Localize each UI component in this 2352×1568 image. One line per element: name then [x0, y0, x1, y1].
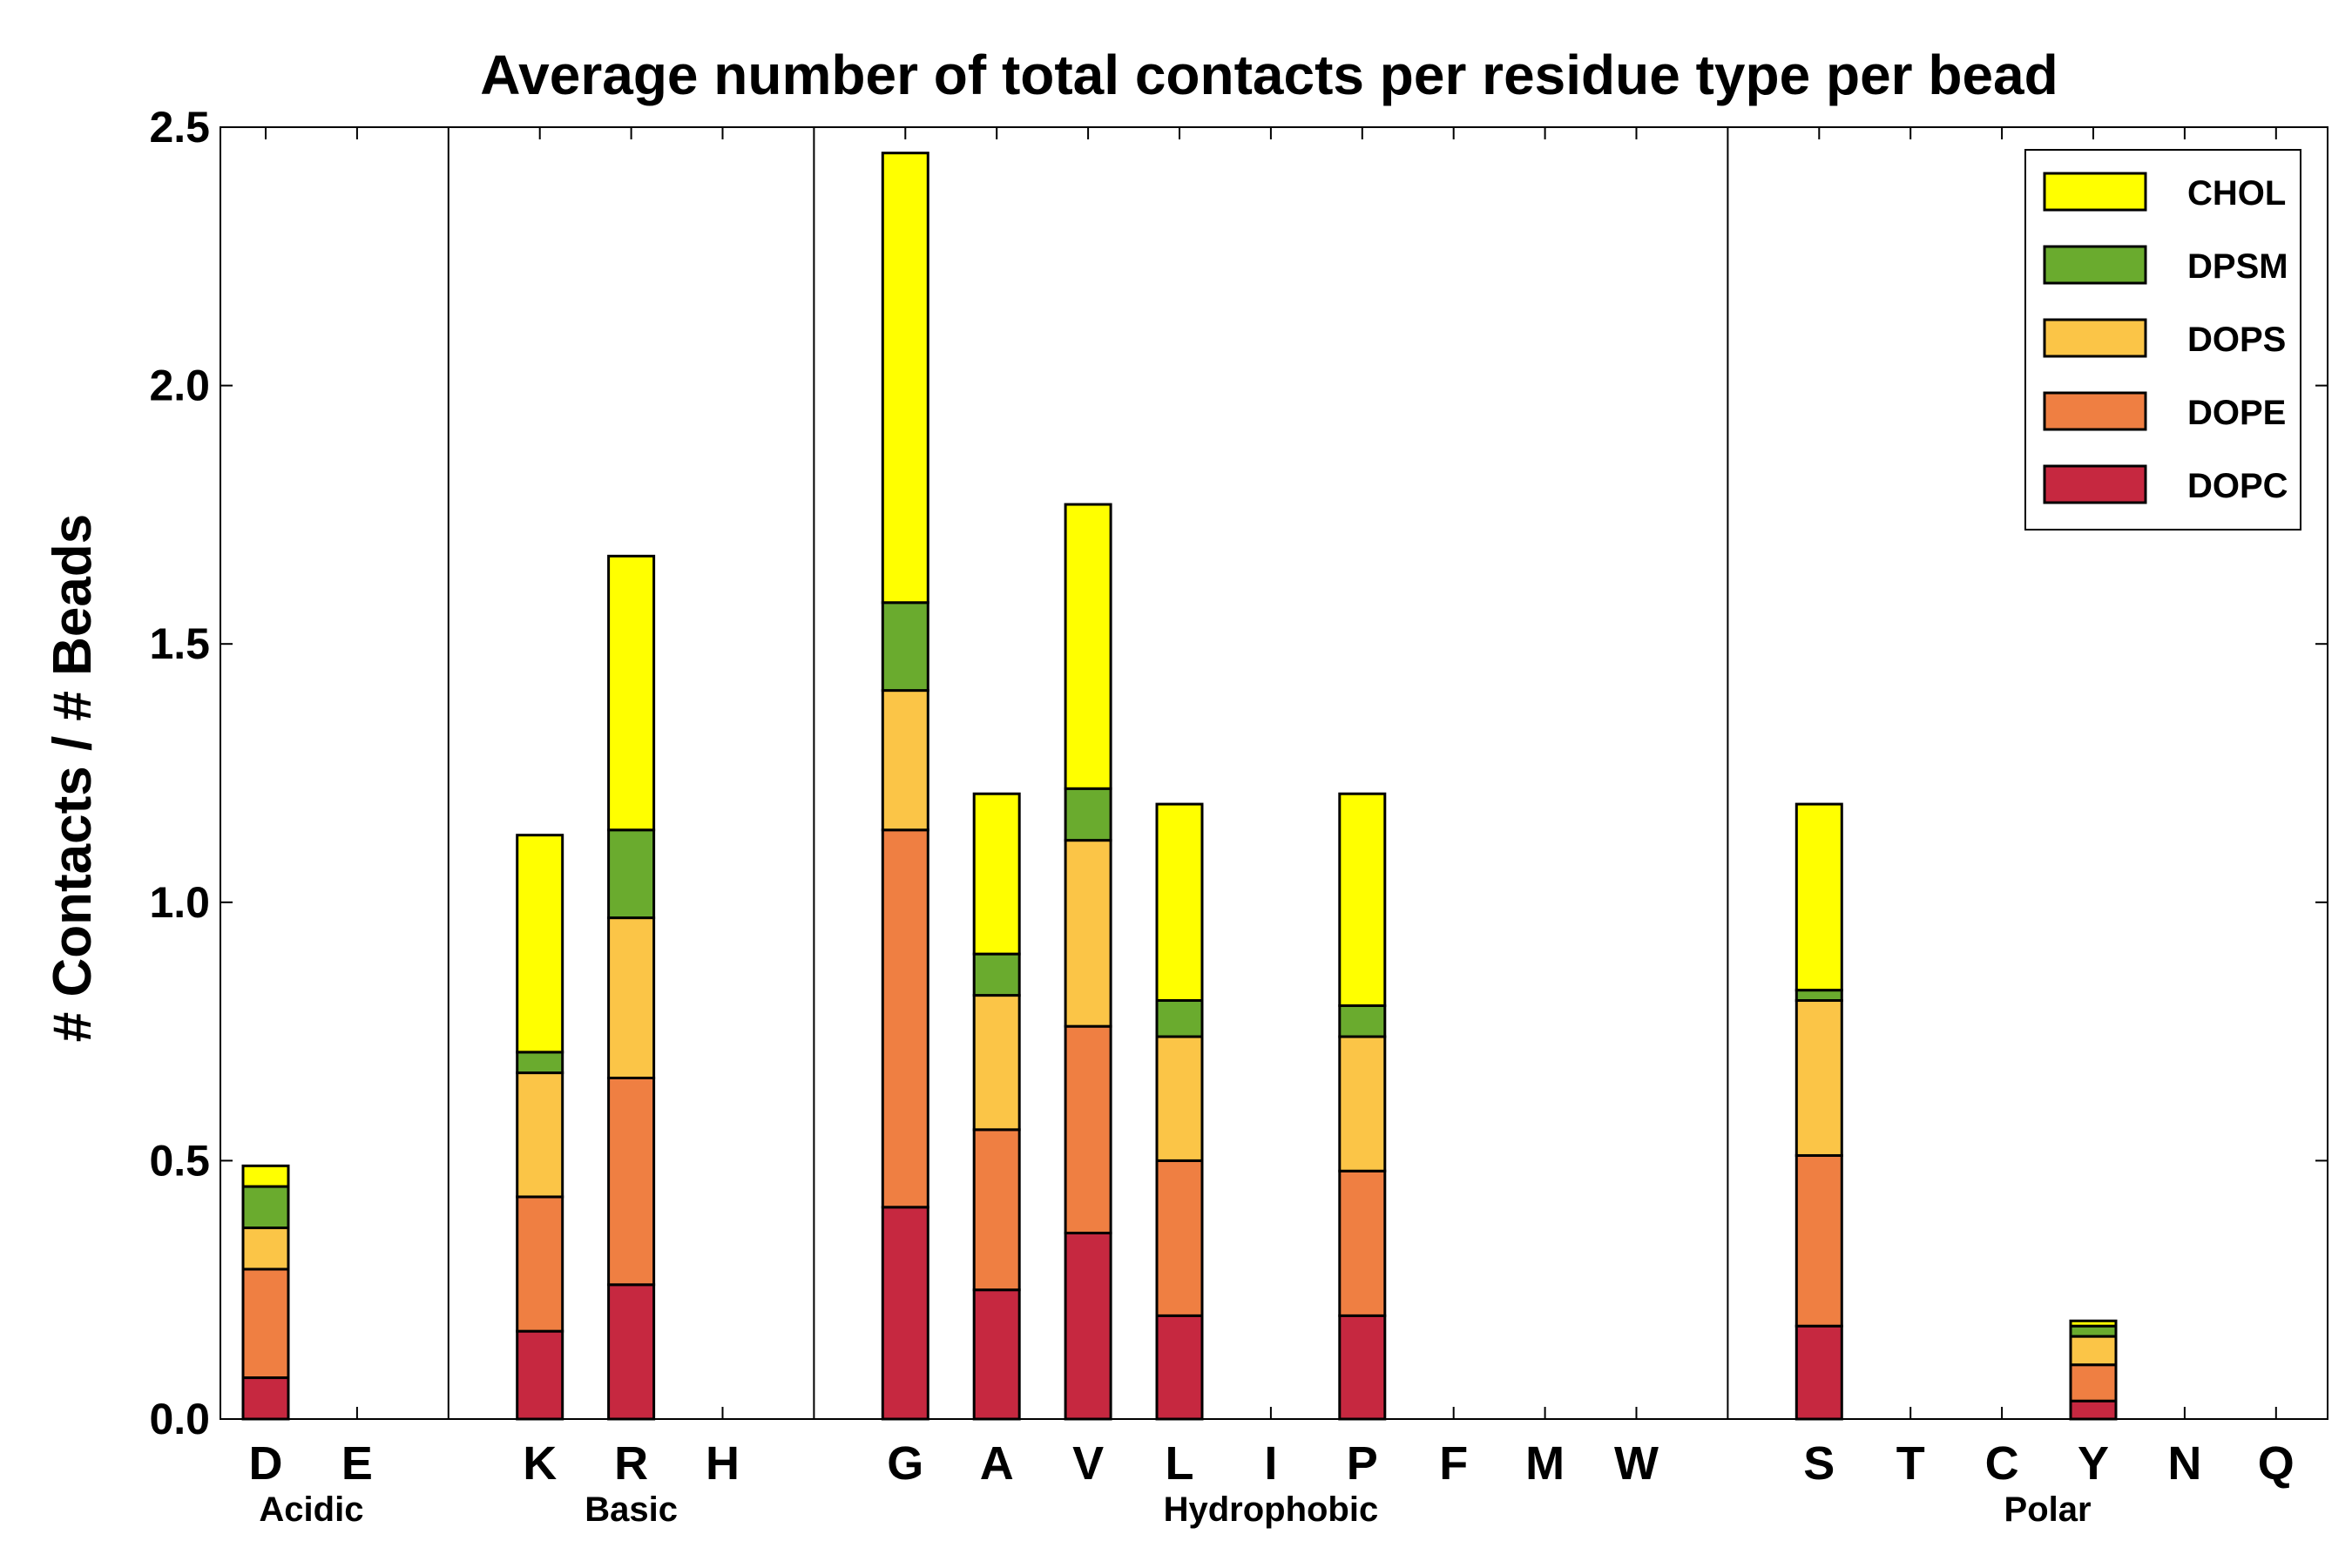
bar-segment-dops-y	[2071, 1336, 2116, 1365]
y-tick-label: 2.5	[149, 103, 210, 152]
x-tick-label: K	[523, 1437, 557, 1490]
x-tick-label: F	[1439, 1437, 1468, 1490]
bar-segment-dops-k	[517, 1073, 563, 1197]
bar-segment-dope-g	[882, 830, 928, 1207]
y-tick-label: 2.0	[149, 362, 210, 410]
bar-segment-dopc-s	[1796, 1326, 1842, 1419]
x-tick-label: A	[980, 1437, 1014, 1490]
bar-segment-dpsm-y	[2071, 1326, 2116, 1336]
legend-swatch-dpsm	[2044, 247, 2146, 283]
group-label: Basic	[585, 1490, 678, 1529]
bar-segment-dope-r	[609, 1078, 654, 1284]
bar-segment-dope-y	[2071, 1365, 2116, 1402]
bar-segment-dope-d	[243, 1269, 288, 1378]
bar-segment-chol-d	[243, 1166, 288, 1186]
x-tick-label: W	[1614, 1437, 1659, 1490]
bar-segment-dpsm-v	[1065, 788, 1111, 840]
x-tick-label: C	[1985, 1437, 2019, 1490]
bar-segment-dops-l	[1157, 1037, 1202, 1160]
bar-segment-dops-d	[243, 1228, 288, 1269]
bar-segment-dope-v	[1065, 1026, 1111, 1233]
bar-segment-dopc-v	[1065, 1233, 1111, 1419]
x-tick-label: Q	[2258, 1437, 2295, 1490]
legend-label: DOPS	[2187, 321, 2286, 359]
bar-segment-chol-v	[1065, 504, 1111, 788]
bar-segment-dopc-g	[882, 1207, 928, 1419]
bar-segment-chol-l	[1157, 804, 1202, 1000]
bar-segment-dpsm-k	[517, 1052, 563, 1073]
legend-label: DOPC	[2187, 467, 2288, 505]
bar-segment-dope-p	[1340, 1171, 1385, 1315]
bar-segment-dops-a	[974, 996, 1019, 1130]
y-tick-label: 0.5	[149, 1136, 210, 1185]
x-tick-label: H	[706, 1437, 740, 1490]
bar-segment-dpsm-l	[1157, 1001, 1202, 1037]
bar-segment-dops-s	[1796, 1001, 1842, 1156]
bar-segment-dopc-k	[517, 1331, 563, 1419]
bar-segment-dpsm-p	[1340, 1005, 1385, 1037]
plot-area: 0.0 0.5 1.0 1.5 2.0 2.5 D E K R H G A V L I P F M W S T C Y N Q Ac…	[149, 103, 2328, 1529]
x-tick-label: P	[1347, 1437, 1378, 1490]
bar-segment-chol-s	[1796, 804, 1842, 990]
legend-swatch-dope	[2044, 393, 2146, 429]
legend-swatch-dops	[2044, 320, 2146, 356]
bar-segment-dopc-y	[2071, 1401, 2116, 1419]
x-tick-label: M	[1525, 1437, 1565, 1490]
group-label: Acidic	[259, 1490, 363, 1529]
bar-segment-chol-r	[609, 556, 654, 829]
legend-label: CHOL	[2187, 174, 2286, 213]
bar-segment-dopc-l	[1157, 1315, 1202, 1419]
x-tick-label: I	[1264, 1437, 1277, 1490]
bar-segment-dopc-r	[609, 1285, 654, 1419]
bar-segment-dpsm-g	[882, 603, 928, 691]
bar-segment-dops-v	[1065, 841, 1111, 1027]
bar-segment-dops-p	[1340, 1037, 1385, 1171]
x-tick-label: V	[1072, 1437, 1104, 1490]
bar-segment-chol-g	[882, 153, 928, 603]
bar-segment-dope-s	[1796, 1155, 1842, 1326]
bar-segment-dopc-a	[974, 1290, 1019, 1419]
legend-swatch-dopc	[2044, 466, 2146, 503]
bar-segment-dope-l	[1157, 1160, 1202, 1315]
y-tick-label: 1.0	[149, 878, 210, 927]
legend-swatch-chol	[2044, 173, 2146, 210]
bar-segment-dope-k	[517, 1197, 563, 1331]
x-tick-label: T	[1896, 1437, 1925, 1490]
bar-segment-chol-y	[2071, 1321, 2116, 1326]
bar-segment-dpsm-r	[609, 830, 654, 918]
legend: CHOL DPSM DOPS DOPE DOPC	[2025, 150, 2301, 530]
bar-segment-dope-a	[974, 1130, 1019, 1290]
bar-segment-dops-r	[609, 918, 654, 1078]
chart-title: Average number of total contacts per res…	[480, 44, 2058, 106]
bar-segment-chol-a	[974, 794, 1019, 954]
legend-label: DPSM	[2187, 247, 2288, 286]
bar-segment-dops-g	[882, 691, 928, 830]
x-tick-label: L	[1166, 1437, 1194, 1490]
y-tick-label: 0.0	[149, 1395, 210, 1443]
bar-segment-dpsm-d	[243, 1186, 288, 1227]
group-label: Polar	[2004, 1490, 2092, 1529]
x-tick-label: G	[887, 1437, 923, 1490]
x-tick-label: S	[1803, 1437, 1835, 1490]
y-tick-label: 1.5	[149, 619, 210, 668]
bar-segment-chol-k	[517, 835, 563, 1052]
x-tick-label: Y	[2078, 1437, 2109, 1490]
x-tick-label: E	[341, 1437, 373, 1490]
bar-segment-dpsm-s	[1796, 990, 1842, 1001]
bar-segment-dopc-d	[243, 1378, 288, 1419]
bar-segment-dpsm-a	[974, 954, 1019, 995]
group-label: Hydrophobic	[1164, 1490, 1379, 1529]
x-tick-label: R	[614, 1437, 648, 1490]
x-tick-label: N	[2167, 1437, 2201, 1490]
x-tick-label: D	[249, 1437, 283, 1490]
legend-label: DOPE	[2187, 394, 2286, 432]
bar-segment-chol-p	[1340, 794, 1385, 1005]
bar-segment-dopc-p	[1340, 1315, 1385, 1419]
y-axis-label: # Contacts / # Beads	[43, 514, 103, 1042]
